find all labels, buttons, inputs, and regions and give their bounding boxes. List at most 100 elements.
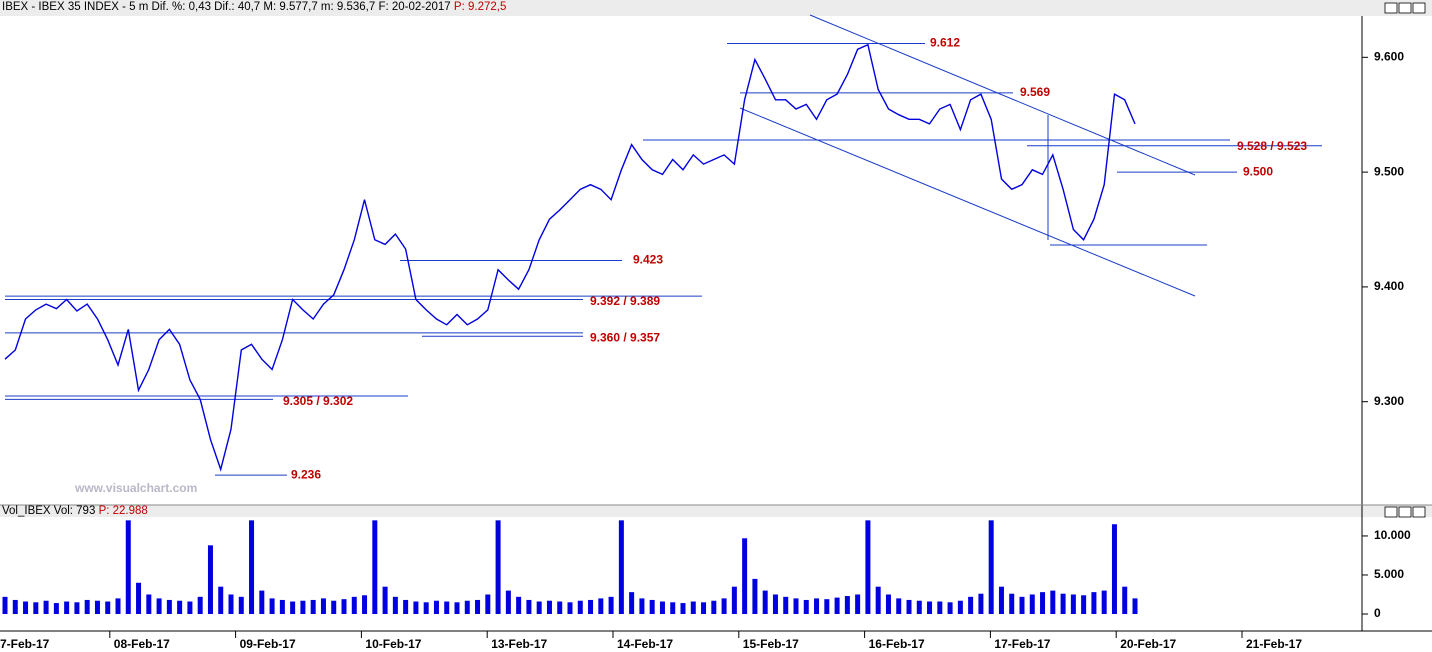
volume-bar <box>84 599 90 614</box>
volume-bar <box>721 598 727 614</box>
volume-bar <box>1122 586 1128 614</box>
x-tick-label: 15-Feb-17 <box>743 637 799 651</box>
volume-bar <box>1132 598 1138 614</box>
volume-bar <box>12 599 18 614</box>
volume-bar <box>187 601 193 614</box>
volume-bar <box>680 603 686 614</box>
volume-bar <box>1029 594 1035 614</box>
y-tick-label: 9.500 <box>1374 164 1404 178</box>
trend-channel <box>739 14 1207 297</box>
volume-bar <box>752 578 758 614</box>
y-tick-label: 0 <box>1374 606 1381 620</box>
x-tick-label: 20-Feb-17 <box>1120 637 1176 651</box>
volume-bar <box>639 598 645 614</box>
volume-bar <box>1040 592 1046 614</box>
date-axis <box>0 631 1432 652</box>
volume-bar <box>998 586 1004 614</box>
x-tick-label: 17-Feb-17 <box>994 637 1050 651</box>
button-minimize[interactable] <box>1384 2 1398 14</box>
volume-bar <box>23 601 29 614</box>
volume-bar <box>618 520 624 614</box>
volume-bar <box>197 596 203 614</box>
volume-bar <box>1019 596 1025 614</box>
volume-bar <box>300 600 306 614</box>
window-buttons[interactable] <box>1384 2 1426 518</box>
volume-bar <box>2 596 8 614</box>
volume-bar <box>834 597 840 614</box>
y-tick-label: 9.600 <box>1374 49 1404 63</box>
volume-bar <box>557 601 563 614</box>
volume-bar <box>475 599 481 614</box>
button-maximize[interactable] <box>1398 2 1412 14</box>
volume-bar <box>341 599 347 614</box>
volume-bar <box>701 602 707 614</box>
volume-bar <box>536 601 542 614</box>
volume-bar <box>372 520 378 614</box>
y-tick-label: 5.000 <box>1374 567 1404 581</box>
header-price: P: 9.272,5 <box>453 1 507 13</box>
level-label: 9.500 <box>1243 164 1273 178</box>
header-bar <box>0 0 1432 16</box>
level-label: 9.612 <box>930 36 960 50</box>
volume-bar <box>875 586 881 614</box>
button-close[interactable] <box>1412 506 1426 518</box>
volume-bar <box>598 598 604 614</box>
volume-bar <box>937 601 943 614</box>
volume-bar <box>64 601 70 614</box>
volume-bar <box>772 594 778 614</box>
button-minimize[interactable] <box>1384 506 1398 518</box>
volume-bar <box>659 601 665 614</box>
volume-bar <box>916 600 922 614</box>
volume-bar <box>207 545 213 614</box>
volume-bar <box>1009 593 1015 614</box>
volume-bar <box>156 598 162 614</box>
volume-bar <box>444 601 450 614</box>
volume-bar <box>177 600 183 614</box>
volume-header-bar <box>0 505 1432 517</box>
volume-bar <box>690 601 696 614</box>
volume-bar <box>824 599 830 614</box>
volume-bar <box>495 520 501 614</box>
volume-bar <box>793 598 799 614</box>
volume-bar <box>454 602 460 614</box>
volume-bar <box>218 586 224 614</box>
volume-bar <box>105 601 111 614</box>
level-label: 9.305 / 9.302 <box>283 394 353 408</box>
y-tick-label: 9.400 <box>1374 279 1404 293</box>
volume-bar <box>844 596 850 614</box>
volume-bar <box>485 594 491 614</box>
volume-bar <box>53 603 59 614</box>
volume-bar <box>957 600 963 614</box>
button-close[interactable] <box>1412 2 1426 14</box>
volume-bar <box>762 590 768 614</box>
volume-bar <box>865 520 871 614</box>
volume-bar <box>546 600 552 614</box>
volume-bar <box>331 600 337 614</box>
volume-bar <box>783 596 789 614</box>
volume-bar <box>516 596 522 614</box>
volume-bar <box>125 520 131 614</box>
x-tick-label: 08-Feb-17 <box>114 637 170 651</box>
volume-header: Vol_IBEX Vol: 793 P: 22.988 <box>2 505 148 517</box>
volume-bar <box>649 599 655 614</box>
volume-bar <box>464 600 470 614</box>
volume-bar <box>968 596 974 614</box>
price-line <box>4 43 1136 472</box>
volume-bar <box>629 592 635 614</box>
level-label: 9.528 / 9.523 <box>1237 139 1307 153</box>
volume-bar <box>1091 592 1097 614</box>
header-price: P: 22.988 <box>98 505 148 517</box>
volume-bar <box>1060 593 1066 614</box>
volume-bar <box>238 596 244 614</box>
volume-bar <box>259 590 265 614</box>
level-label: 9.569 <box>1020 85 1050 99</box>
volume-bar <box>362 595 368 614</box>
button-maximize[interactable] <box>1398 506 1412 518</box>
volume-bar <box>146 594 152 614</box>
volume-bar <box>166 599 172 614</box>
volume-bar <box>1081 595 1087 614</box>
volume-bar <box>505 590 511 614</box>
